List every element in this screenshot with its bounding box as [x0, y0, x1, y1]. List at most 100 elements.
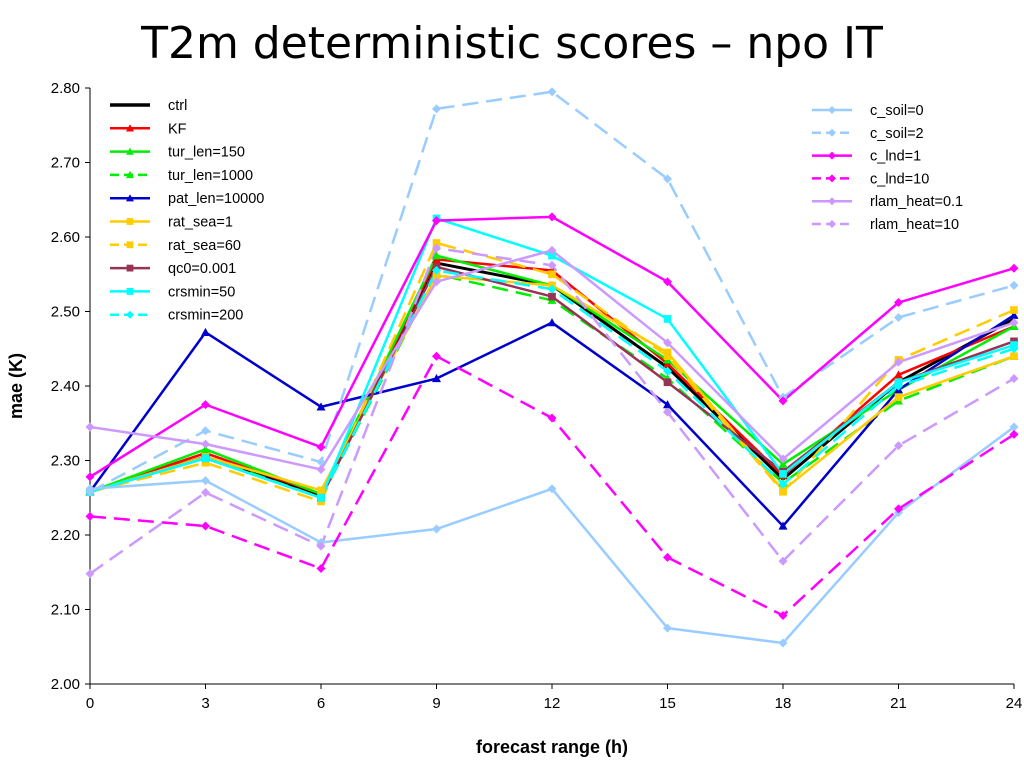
data-point-tur-len-150 — [778, 459, 788, 468]
data-point-rlam-heat-10 — [85, 569, 95, 579]
data-point-c-lnd-10 — [85, 511, 95, 521]
x-tick-label: 15 — [659, 695, 676, 712]
legend-marker — [828, 197, 836, 206]
data-point-rlam-heat-10 — [432, 243, 441, 253]
data-point-c-soil-2 — [894, 312, 903, 322]
legend-label: tur_len=1000 — [168, 168, 253, 184]
legend-label: c_soil=2 — [870, 126, 924, 142]
data-point-rlam-heat-0-1 — [547, 245, 557, 255]
data-point-crsmin-50 — [663, 315, 672, 323]
data-point-c-lnd-1 — [201, 400, 210, 410]
legend-right: c_soil=0 c_soil=2 c_lnd=1 c_lnd=10 rlam_heat… — [812, 103, 963, 233]
data-point-crsmin-50 — [779, 470, 787, 478]
data-point-rlam-heat-10 — [778, 556, 788, 566]
data-point-pat-len-10000 — [432, 374, 441, 383]
data-point-rat-sea-1 — [1010, 352, 1018, 361]
legend-left: ctrl KF tur_len=150 tur_len=1000 pat_len=100… — [110, 98, 264, 324]
y-tick-label: 2.50 — [51, 304, 80, 321]
data-point-pat-len-10000 — [201, 327, 210, 336]
data-point-rlam-heat-0-1 — [663, 338, 672, 348]
legend-label: c_lnd=1 — [870, 149, 921, 165]
legend-label: rlam_heat=0.1 — [870, 194, 963, 210]
legend-marker — [126, 264, 134, 272]
legend-label: KF — [168, 121, 187, 137]
data-point-rat-sea-60 — [1010, 306, 1018, 314]
data-point-c-soil-2 — [432, 104, 441, 114]
series-line-rat-sea-60 — [89, 241, 1015, 503]
x-tick-label: 6 — [317, 695, 325, 712]
data-point-pat-len-10000 — [316, 402, 326, 411]
series-markers — [85, 87, 1019, 648]
data-point-rlam-heat-10 — [663, 407, 672, 417]
data-point-c-soil-2 — [85, 487, 95, 497]
legend-marker — [126, 170, 134, 179]
data-point-crsmin-200 — [778, 479, 788, 489]
x-tick-label: 21 — [890, 695, 907, 712]
data-point-rlam-heat-10 — [316, 541, 326, 551]
legend-marker — [828, 128, 836, 137]
y-tick-label: 2.20 — [51, 527, 80, 544]
data-point-c-lnd-10 — [1009, 429, 1019, 439]
legend-label: ctrl — [168, 98, 187, 114]
legend-label: qc0=0.001 — [168, 261, 236, 277]
data-point-rlam-heat-10 — [894, 441, 903, 451]
data-point-c-lnd-10 — [316, 564, 326, 574]
legend-marker — [828, 174, 836, 183]
legend-label: crsmin=200 — [168, 308, 243, 324]
legend-label: rlam_heat=10 — [870, 217, 959, 233]
y-axis-title: mae (K) — [6, 353, 26, 419]
data-point-c-lnd-1 — [778, 396, 788, 406]
data-point-c-lnd-10 — [547, 413, 557, 423]
data-point-crsmin-200 — [316, 493, 326, 503]
data-point-rat-sea-1 — [317, 486, 325, 495]
data-point-tur-len-150 — [201, 444, 210, 453]
data-point-c-soil-2 — [547, 87, 557, 97]
legend-label: pat_len=10000 — [168, 191, 264, 207]
y-tick-label: 2.00 — [51, 676, 80, 693]
data-point-rat-sea-60 — [432, 239, 441, 247]
legend-label: c_lnd=10 — [870, 171, 929, 187]
data-point-crsmin-50 — [548, 251, 556, 260]
data-point-c-soil-2 — [663, 174, 672, 184]
data-point-c-lnd-10 — [432, 351, 441, 361]
data-point-c-lnd-1 — [663, 277, 672, 287]
legend-marker — [126, 310, 134, 319]
data-point-rat-sea-60 — [663, 352, 672, 361]
series-line-c-soil-2 — [89, 90, 1015, 493]
data-point-pat-len-10000 — [778, 521, 788, 530]
legend-label: rat_sea=60 — [168, 238, 241, 254]
data-point-c-soil-0 — [547, 484, 557, 494]
data-point-crsmin-200 — [1009, 344, 1019, 354]
data-point-rlam-heat-10 — [201, 488, 210, 498]
data-point-c-soil-0 — [1009, 422, 1019, 432]
data-point-rat-sea-1 — [432, 271, 441, 280]
data-point-c-lnd-1 — [316, 442, 326, 452]
data-point-c-lnd-1 — [894, 298, 903, 308]
data-point-c-soil-0 — [432, 524, 441, 534]
data-point-pat-len-10000 — [547, 318, 557, 327]
legend-marker — [828, 106, 836, 114]
data-point-c-soil-2 — [1009, 280, 1019, 290]
data-point-c-lnd-10 — [201, 521, 210, 531]
data-point-c-soil-0 — [778, 638, 788, 648]
y-tick-label: 2.80 — [51, 80, 80, 97]
legend-marker — [126, 288, 134, 295]
legend-label: rat_sea=1 — [168, 215, 233, 231]
data-point-rat-sea-60 — [779, 487, 787, 496]
data-point-c-lnd-10 — [778, 610, 788, 620]
data-point-c-soil-2 — [316, 457, 326, 467]
data-point-rat-sea-1 — [894, 393, 903, 401]
x-tick-label: 12 — [544, 695, 561, 712]
data-point-rlam-heat-0-1 — [1009, 318, 1019, 328]
chart-title: T2m deterministic scores – npo IT — [141, 18, 883, 69]
legend-marker — [828, 220, 836, 228]
x-axis-title: forecast range (h) — [476, 737, 628, 757]
legend-label: tur_len=150 — [168, 145, 245, 161]
data-point-pat-len-10000 — [1009, 310, 1019, 319]
data-point-rlam-heat-10 — [1009, 374, 1019, 384]
data-point-crsmin-200 — [894, 381, 903, 391]
data-point-qc0-0-001 — [548, 292, 556, 301]
data-point-c-lnd-1 — [1009, 263, 1019, 273]
x-tick-label: 24 — [1006, 695, 1023, 712]
x-tick-label: 9 — [432, 695, 440, 712]
